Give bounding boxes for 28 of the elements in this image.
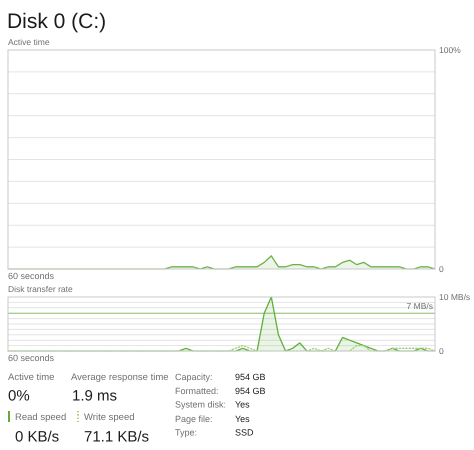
text: Page file: <box>175 414 213 424</box>
y-axis-title: Active time <box>8 37 50 47</box>
legend-label: Read speed <box>15 412 66 423</box>
y-tick-label: 0 <box>439 346 444 356</box>
ref-line-label: 7 MB/s <box>406 301 433 312</box>
text: Average response time <box>71 372 169 383</box>
text: 0% <box>8 388 30 404</box>
y-tick-label: 100% <box>439 45 462 55</box>
text: Active time <box>8 372 54 383</box>
chart-title: Disk 0 (C:) <box>7 10 106 33</box>
text: Formatted: <box>175 386 219 396</box>
y-tick-label: 10 MB/s <box>439 292 470 302</box>
text: 954 GB <box>235 386 266 396</box>
x-axis-title: 60 seconds <box>8 271 55 281</box>
text: Yes <box>235 414 250 424</box>
text: SSD <box>235 428 254 438</box>
text: 0 KB/s <box>15 428 60 446</box>
y-tick-label: 0 <box>439 264 444 274</box>
text: Yes <box>235 400 250 410</box>
text: Type: <box>175 428 198 438</box>
text: 954 GB <box>235 372 266 382</box>
text: System disk: <box>175 400 226 410</box>
text: 1.9 ms <box>72 388 118 404</box>
legend-label: Write speed <box>84 412 135 423</box>
x-axis-title: 60 seconds <box>8 353 55 363</box>
text: 71.1 KB/s <box>84 428 150 446</box>
text: Capacity: <box>175 372 213 382</box>
y-axis-title: Disk transfer rate <box>8 284 73 294</box>
